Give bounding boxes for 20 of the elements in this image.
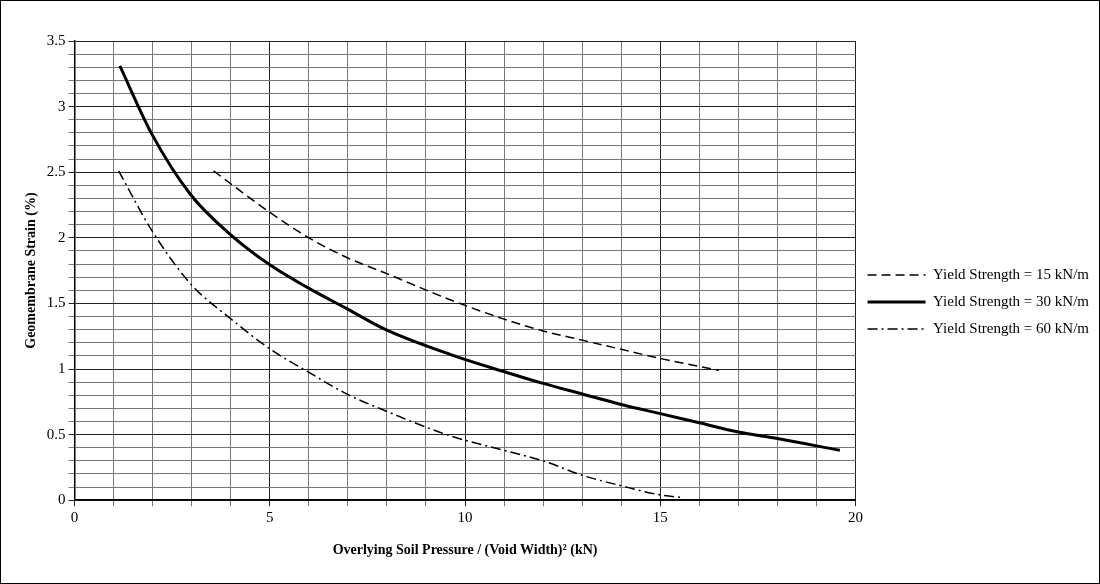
line-series	[118, 64, 842, 452]
x-tick-label: 5	[266, 509, 274, 526]
y-tick-label: 3	[58, 97, 66, 114]
legend-label: Yield Strength = 30 kN/m	[933, 292, 1090, 309]
y-axis-title: Geomembrane Strain (%)	[23, 192, 40, 349]
x-tick-label: 15	[652, 509, 668, 526]
y-tick-label: 1.5	[46, 294, 66, 311]
x-tick-label: 10	[457, 509, 473, 526]
legend-label: Yield Strength = 15 kN/m	[933, 265, 1090, 282]
y-tick-label: 3.5	[46, 31, 66, 48]
legend-label: Yield Strength = 60 kN/m	[933, 319, 1090, 336]
y-tick-label: 2.5	[46, 163, 66, 180]
y-tick-label: 2	[58, 228, 66, 245]
line-series	[212, 170, 720, 372]
y-tick-label: 1	[58, 359, 66, 376]
y-tick-label: 0	[58, 491, 66, 508]
x-tick-label: 20	[848, 509, 864, 526]
x-tick-label: 0	[70, 509, 79, 526]
y-tick-label: 0.5	[46, 425, 66, 442]
x-axis-title: Overlying Soil Pressure / (Void Width)² (kN)	[332, 542, 598, 559]
